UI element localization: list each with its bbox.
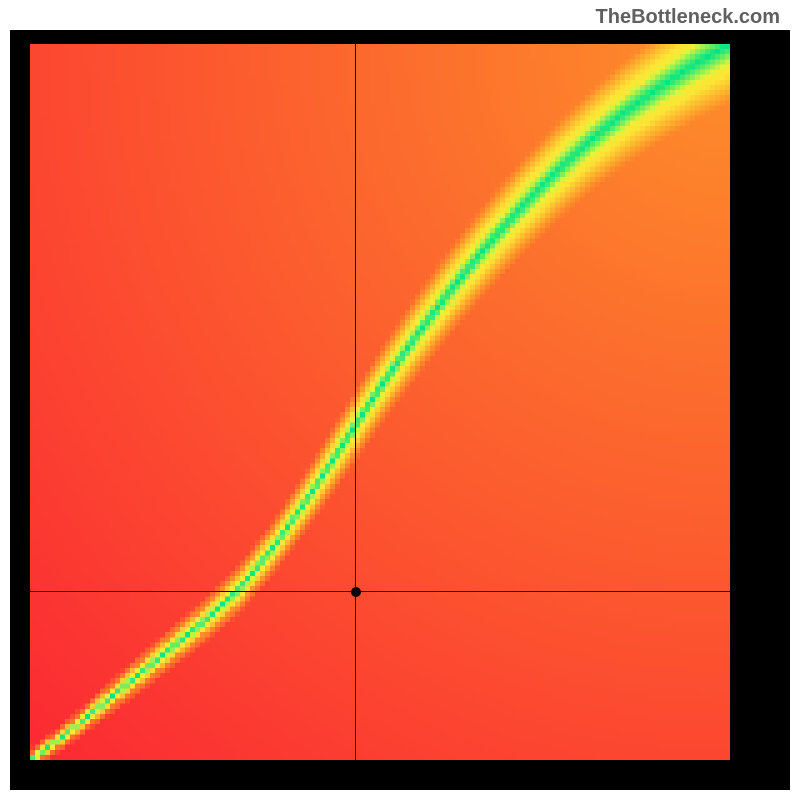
crosshair-vertical bbox=[355, 44, 356, 760]
heatmap-canvas bbox=[30, 44, 730, 760]
plot-area bbox=[10, 30, 790, 790]
watermark-text: TheBottleneck.com bbox=[596, 6, 780, 29]
crosshair-horizontal bbox=[30, 591, 730, 592]
marker-dot bbox=[351, 587, 361, 597]
chart-container: TheBottleneck.com bbox=[0, 0, 800, 800]
